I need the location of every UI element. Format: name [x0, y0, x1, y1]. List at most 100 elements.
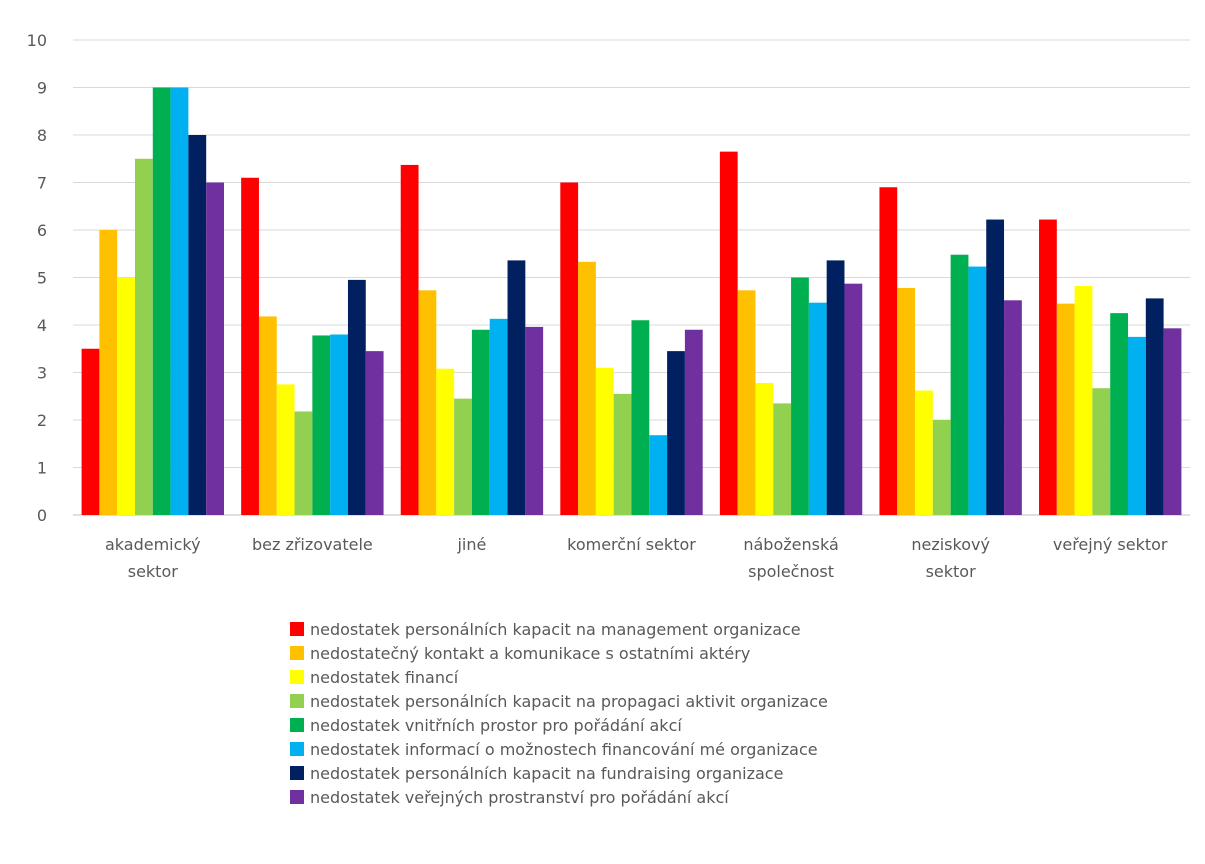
legend-swatch [290, 670, 304, 684]
bar [1004, 300, 1022, 515]
category-label: společnost [748, 562, 834, 581]
bar [276, 384, 295, 516]
bar [312, 335, 331, 515]
legend-item: nedostatek personálních kapacit na propa… [290, 689, 1190, 713]
bar [667, 351, 685, 516]
y-tick-label: 0 [37, 506, 47, 525]
bar [986, 219, 1005, 516]
y-tick-label: 10 [27, 31, 47, 50]
bar [525, 326, 544, 515]
legend-label: nedostatek personálních kapacit na fundr… [310, 763, 784, 783]
legend-label: nedostatek informací o možnostech financ… [310, 739, 818, 759]
legend-label: nedostatečný kontakt a komunikace s osta… [310, 643, 751, 663]
legend-label: nedostatek personálních kapacit na manag… [310, 619, 801, 639]
bar [81, 348, 100, 515]
bar [1092, 388, 1111, 515]
bar [968, 266, 987, 515]
y-tick-label: 7 [37, 174, 47, 193]
category-label: náboženská [743, 535, 838, 554]
legend-swatch [290, 694, 304, 708]
bar [294, 411, 313, 515]
legend-swatch [290, 646, 304, 660]
category-label: sektor [128, 562, 179, 581]
category-label: neziskový [911, 535, 990, 554]
bar [684, 329, 703, 515]
bar [649, 435, 668, 515]
bar [719, 151, 738, 516]
category-label: sektor [926, 562, 977, 581]
bar [206, 182, 224, 515]
legend-label: nedostatek personálních kapacit na propa… [310, 691, 828, 711]
bar [755, 382, 774, 515]
legend-item: nedostatek financí [290, 665, 1190, 689]
y-tick-label: 4 [37, 316, 47, 335]
y-axis-ticks: 0 1 2 3 4 5 6 7 8 9 10 [27, 31, 47, 525]
legend-swatch [290, 718, 304, 732]
bar [1110, 313, 1129, 516]
legend-item: nedostatečný kontakt a komunikace s osta… [290, 641, 1190, 665]
y-tick-label: 3 [37, 364, 47, 383]
legend-item: nedostatek veřejných prostranství pro po… [290, 785, 1190, 809]
x-axis-categories: akademický sektor bez zřizovatele jiné komer… [105, 535, 1168, 581]
bar [932, 420, 951, 515]
legend-item: nedostatek personálních kapacit na fundr… [290, 761, 1190, 785]
legend-item: nedostatek personálních kapacit na manag… [290, 617, 1190, 641]
legend-label: nedostatek veřejných prostranství pro po… [310, 787, 729, 807]
bar [773, 403, 792, 516]
category-label: veřejný sektor [1053, 535, 1168, 554]
bar [808, 302, 827, 515]
bar [330, 334, 348, 515]
legend-swatch [290, 790, 304, 804]
bar [400, 164, 419, 515]
y-tick-label: 2 [37, 411, 47, 430]
bar [471, 329, 490, 515]
bar [188, 135, 207, 515]
bar [170, 87, 189, 515]
category-label: akademický [105, 535, 201, 554]
legend-swatch [290, 742, 304, 756]
bar [418, 290, 437, 515]
bar [1056, 303, 1075, 516]
bar [258, 316, 277, 515]
legend-swatch [290, 766, 304, 780]
bar [950, 254, 969, 515]
category-label: komerční sektor [567, 535, 696, 554]
legend-item: nedostatek informací o možnostech financ… [290, 737, 1190, 761]
bar [595, 367, 614, 515]
bar [578, 261, 596, 515]
legend: nedostatek personálních kapacit na manag… [290, 617, 1190, 809]
y-tick-label: 5 [37, 269, 47, 288]
legend-label: nedostatek financí [310, 667, 459, 687]
y-tick-label: 8 [37, 126, 47, 145]
y-tick-label: 1 [37, 459, 47, 478]
bar [844, 283, 863, 515]
bar [1145, 298, 1164, 515]
bar [507, 260, 526, 515]
bar [99, 230, 118, 515]
legend-label: nedostatek vnitřních prostor pro pořádán… [310, 715, 682, 735]
bar [915, 390, 933, 515]
bar [897, 287, 916, 515]
bar [152, 87, 171, 515]
bar [631, 320, 650, 515]
bar [560, 182, 579, 515]
bar [134, 158, 153, 515]
bar [791, 277, 809, 515]
bar [489, 318, 508, 515]
chart-area: 0 1 2 3 4 5 6 7 8 9 10 akademický sektor bez zřizova… [27, 31, 1190, 581]
bar [879, 187, 898, 515]
category-label: bez zřizovatele [252, 535, 373, 554]
bar [365, 351, 384, 516]
bars [81, 87, 1182, 516]
bar [1128, 336, 1146, 516]
bar [1163, 328, 1182, 515]
bar [347, 279, 366, 516]
bar [826, 260, 845, 515]
bar [1039, 219, 1057, 516]
bar [241, 177, 259, 515]
legend-item: nedostatek vnitřních prostor pro pořádán… [290, 713, 1190, 737]
bar [613, 393, 632, 516]
category-label: jiné [456, 535, 486, 554]
bar [436, 368, 455, 515]
bar [737, 290, 756, 515]
